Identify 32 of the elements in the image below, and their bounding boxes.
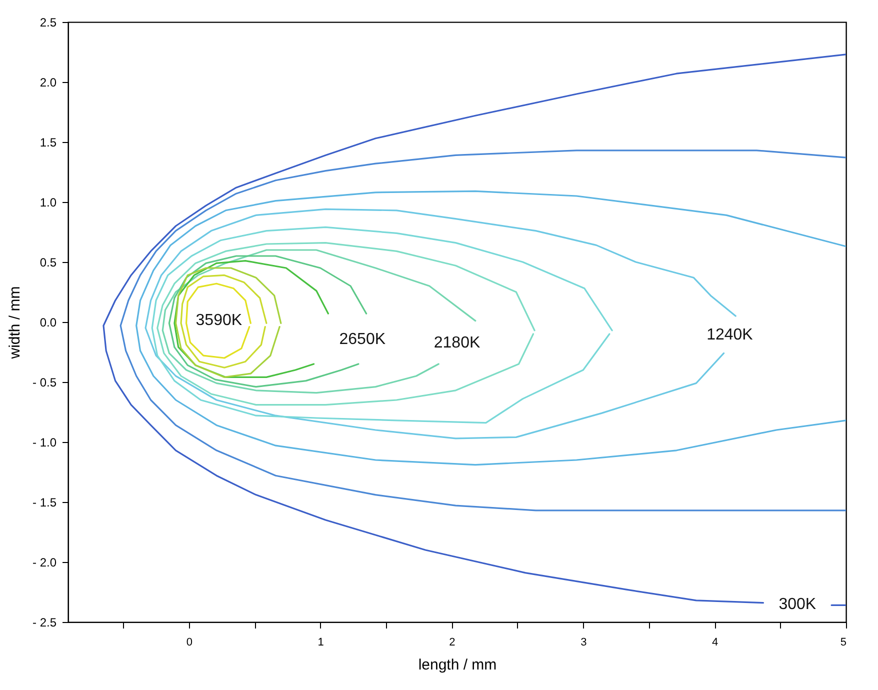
x-tick-label: 5 [840, 636, 846, 648]
y-tick-label: 1.0 [40, 196, 57, 210]
x-axis-title: length / mm [418, 656, 497, 674]
line-series [180, 274, 268, 368]
line-series [156, 242, 536, 406]
series-label: 2650K [339, 330, 386, 348]
line-series [151, 226, 613, 424]
y-tick-label: - 1.0 [32, 436, 57, 450]
line-series [120, 150, 846, 512]
series-label: 3590K [196, 312, 242, 329]
y-tick-label: 2.5 [40, 16, 57, 30]
y-tick-label: - 2.0 [32, 556, 57, 570]
x-tick-label: 2 [449, 636, 456, 648]
y-tick-label: 0.5 [40, 256, 57, 270]
y-tick-label: 2.0 [40, 76, 57, 90]
x-tick-label: 3 [580, 636, 587, 648]
line-series [136, 190, 846, 466]
y-axis-title: width / mm [6, 286, 24, 360]
x-tick-label: 4 [712, 636, 718, 648]
y-tick-label: 0.0 [40, 316, 57, 330]
y-tick-label: - 2.5 [32, 616, 57, 630]
x-tick-label: 1 [318, 636, 324, 648]
y-tick-label: 1.5 [40, 136, 57, 150]
line-series [174, 267, 282, 378]
series-label: 300K [778, 596, 816, 613]
series-label: 2180K [434, 334, 480, 352]
x-tick-label: 0 [186, 636, 192, 648]
line-series [174, 260, 330, 378]
y-tick-label: - 1.5 [32, 496, 57, 510]
line-series [185, 282, 252, 359]
series-label: 1240K [706, 326, 754, 344]
y-tick-label: - 0.5 [32, 376, 57, 390]
